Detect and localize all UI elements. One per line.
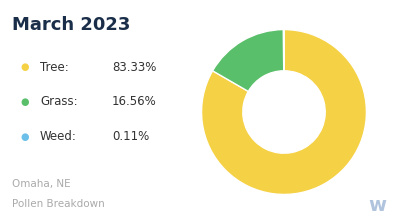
Text: 0.11%: 0.11%: [112, 130, 149, 143]
Text: ●: ●: [20, 62, 28, 72]
Text: 83.33%: 83.33%: [112, 61, 156, 74]
Text: ●: ●: [20, 132, 28, 142]
Text: March 2023: March 2023: [12, 16, 130, 34]
Text: ●: ●: [20, 97, 28, 107]
Text: Grass:: Grass:: [40, 95, 78, 108]
Wedge shape: [202, 30, 366, 194]
Text: Weed:: Weed:: [40, 130, 77, 143]
Text: Pollen Breakdown: Pollen Breakdown: [12, 199, 105, 209]
Wedge shape: [213, 30, 284, 91]
Text: Omaha, NE: Omaha, NE: [12, 179, 71, 189]
Text: 16.56%: 16.56%: [112, 95, 157, 108]
Text: w: w: [368, 196, 386, 215]
Text: Tree:: Tree:: [40, 61, 69, 74]
